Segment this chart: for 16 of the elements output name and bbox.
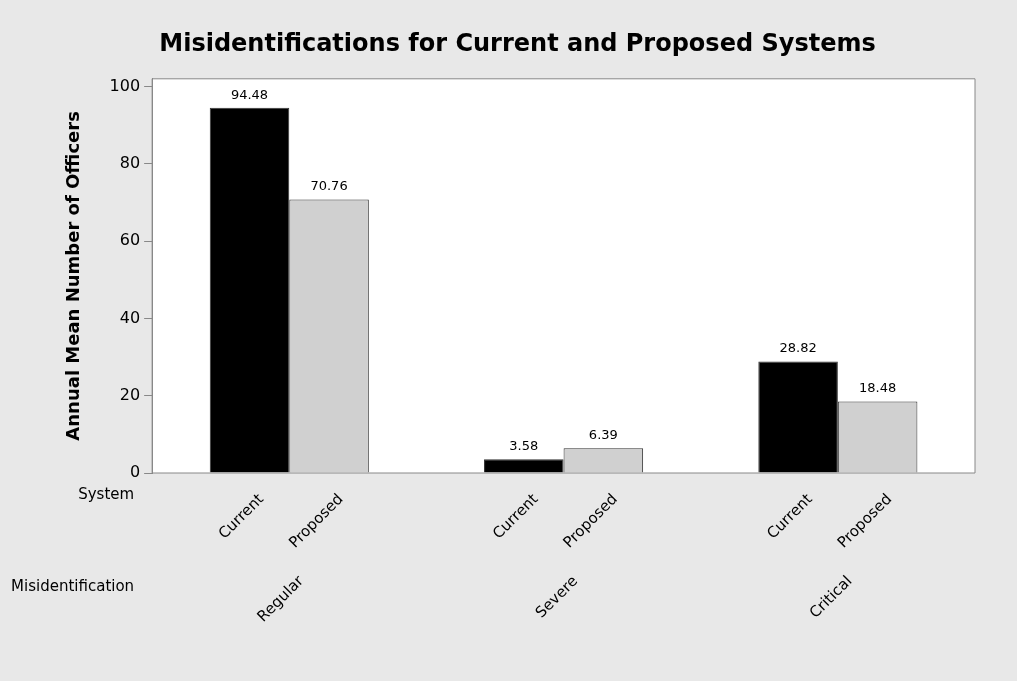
data-label: 18.48	[859, 380, 897, 396]
x-axis-title: Misidentification	[11, 576, 135, 595]
y-tick-label: 100	[109, 75, 141, 95]
data-label: 6.39	[588, 427, 618, 443]
y-tick-label: 0	[129, 462, 141, 482]
legend-title: System	[78, 484, 135, 503]
data-label: 3.58	[509, 438, 539, 454]
y-axis-title: Annual Mean Number of Officers	[62, 111, 84, 441]
y-tick-label: 40	[119, 307, 141, 327]
chart-title: Misidentifications for Current and Proposed Systems	[159, 28, 876, 57]
y-tick-label: 60	[119, 230, 141, 250]
y-tick-label: 80	[119, 152, 141, 172]
data-label: 94.48	[230, 86, 269, 102]
data-label: 70.76	[310, 178, 348, 194]
data-label: 28.82	[779, 340, 817, 356]
y-tick-label: 20	[119, 384, 141, 404]
